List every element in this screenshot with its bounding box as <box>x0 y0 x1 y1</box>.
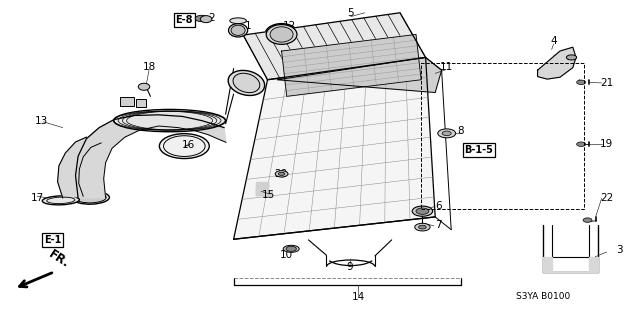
Text: 8: 8 <box>458 126 464 136</box>
Ellipse shape <box>228 70 265 95</box>
Polygon shape <box>243 13 426 80</box>
Text: 12: 12 <box>283 20 296 31</box>
Text: 9: 9 <box>347 262 353 272</box>
Text: 6: 6 <box>435 201 442 211</box>
Circle shape <box>442 131 451 136</box>
Ellipse shape <box>76 193 106 203</box>
Polygon shape <box>256 182 272 195</box>
Text: 20: 20 <box>274 169 287 179</box>
Ellipse shape <box>159 134 209 159</box>
Ellipse shape <box>270 27 293 42</box>
Ellipse shape <box>266 25 297 44</box>
Ellipse shape <box>42 196 79 205</box>
Text: 18: 18 <box>143 62 156 72</box>
Ellipse shape <box>230 18 246 24</box>
Circle shape <box>566 55 577 60</box>
Text: 19: 19 <box>600 139 613 149</box>
FancyBboxPatch shape <box>120 97 134 106</box>
Polygon shape <box>277 57 442 93</box>
Text: S3YA B0100: S3YA B0100 <box>516 292 570 300</box>
Polygon shape <box>76 115 226 198</box>
Text: E-1: E-1 <box>44 235 61 245</box>
Ellipse shape <box>72 191 109 204</box>
Circle shape <box>195 15 208 22</box>
FancyBboxPatch shape <box>136 99 146 107</box>
Polygon shape <box>543 257 598 272</box>
Text: 14: 14 <box>352 292 365 302</box>
Circle shape <box>275 171 288 177</box>
Circle shape <box>416 208 429 214</box>
Text: 15: 15 <box>262 189 275 200</box>
Text: 11: 11 <box>440 62 452 72</box>
Text: 7: 7 <box>435 220 442 230</box>
Text: 21: 21 <box>600 78 613 88</box>
Text: 10: 10 <box>280 249 292 260</box>
Ellipse shape <box>283 245 300 252</box>
Text: 5: 5 <box>348 8 354 19</box>
Text: 4: 4 <box>550 36 557 47</box>
Polygon shape <box>234 57 435 239</box>
Circle shape <box>415 223 430 231</box>
Text: FR.: FR. <box>46 247 72 270</box>
Ellipse shape <box>200 16 212 23</box>
Text: 2: 2 <box>208 12 214 23</box>
Circle shape <box>583 218 592 222</box>
Ellipse shape <box>228 24 248 37</box>
Circle shape <box>577 80 586 85</box>
Polygon shape <box>58 137 101 198</box>
Text: 16: 16 <box>182 140 195 150</box>
Polygon shape <box>282 34 421 96</box>
Text: 22: 22 <box>600 193 613 204</box>
Text: 13: 13 <box>35 116 48 126</box>
Polygon shape <box>538 47 576 79</box>
Text: 1: 1 <box>245 20 252 31</box>
Ellipse shape <box>231 25 245 35</box>
Text: E-8: E-8 <box>175 15 193 25</box>
Circle shape <box>286 246 296 251</box>
Ellipse shape <box>138 83 150 90</box>
Circle shape <box>278 172 285 175</box>
Circle shape <box>438 129 456 138</box>
Circle shape <box>577 142 586 146</box>
Text: B-1-5: B-1-5 <box>464 145 493 155</box>
Text: 17: 17 <box>31 193 44 204</box>
Text: 3: 3 <box>616 245 623 256</box>
Ellipse shape <box>233 73 260 93</box>
Ellipse shape <box>114 109 226 132</box>
Circle shape <box>419 225 426 229</box>
Ellipse shape <box>412 206 433 216</box>
